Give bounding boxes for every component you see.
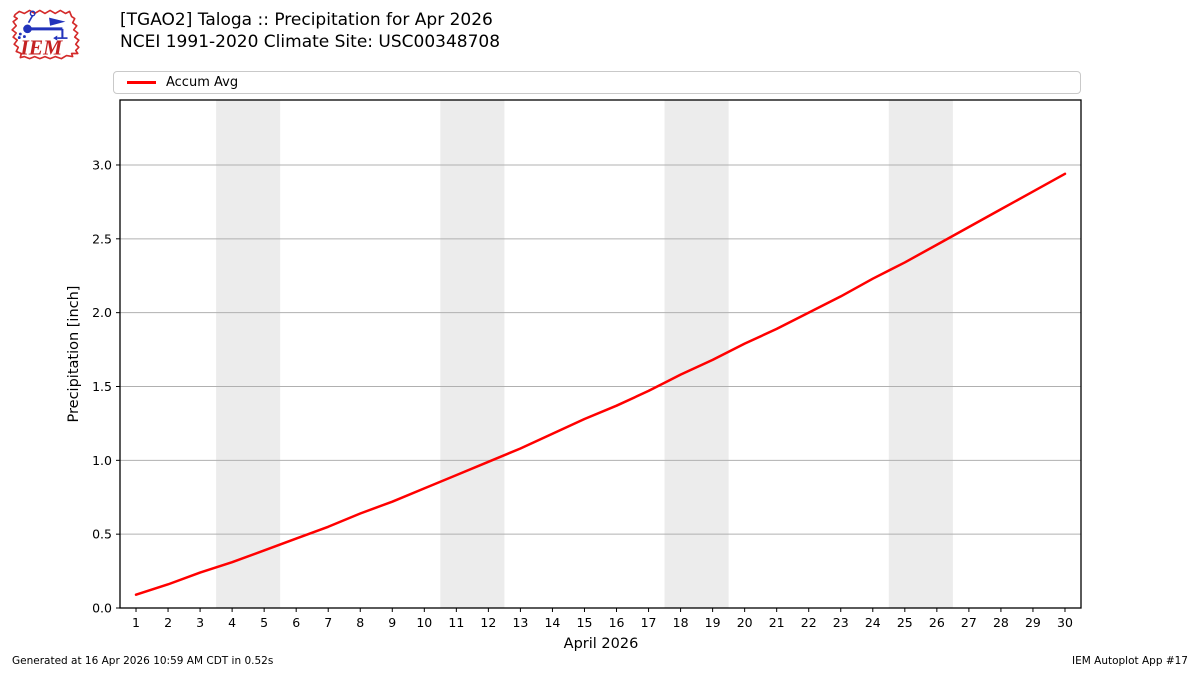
chart-subtitle: NCEI 1991-2020 Climate Site: USC00348708 (120, 32, 501, 52)
x-tick-label: 23 (833, 615, 849, 630)
x-tick-label: 2 (164, 615, 172, 630)
x-tick-label: 27 (961, 615, 977, 630)
x-tick-label: 11 (448, 615, 464, 630)
plot-border (119, 99, 1082, 609)
y-tick-label: 1.0 (92, 453, 112, 468)
weekend-band (888, 100, 953, 608)
weather-station-icon (17, 10, 68, 41)
x-tick-label: 21 (769, 615, 785, 630)
y-tick-label: 2.0 (92, 305, 112, 320)
x-axis-label: April 2026 (563, 636, 639, 652)
x-tick-label: 15 (577, 615, 593, 630)
x-tick-label: 5 (260, 615, 268, 630)
y-tick-label: 0.5 (92, 527, 112, 542)
x-tick-label: 26 (929, 615, 945, 630)
x-tick-label: 16 (609, 615, 625, 630)
x-tick-label: 28 (993, 615, 1009, 630)
x-tick-label: 30 (1057, 615, 1073, 630)
y-tick-label: 1.5 (92, 379, 112, 394)
x-tick-label: 8 (356, 615, 364, 630)
x-tick-label: 29 (1025, 615, 1041, 630)
x-tick-label: 22 (801, 615, 817, 630)
weekend-band (440, 100, 505, 608)
legend-line-swatch (127, 81, 156, 84)
x-tick-label: 14 (544, 615, 560, 630)
x-tick-label: 19 (705, 615, 721, 630)
logo-text: IEM (19, 36, 63, 60)
x-tick-label: 13 (512, 615, 528, 630)
y-tick-label: 0.0 (92, 601, 112, 616)
generated-timestamp: Generated at 16 Apr 2026 10:59 AM CDT in… (12, 655, 274, 667)
x-tick-label: 3 (196, 615, 204, 630)
x-tick-label: 10 (416, 615, 432, 630)
y-tick-label: 2.5 (92, 231, 112, 246)
accum-avg-line (134, 172, 1067, 596)
iem-logo: IEM (11, 9, 80, 60)
legend-label: Accum Avg (166, 75, 239, 90)
x-tick-label: 25 (897, 615, 913, 630)
x-tick-label: 12 (480, 615, 496, 630)
x-tick-label: 17 (641, 615, 657, 630)
legend: Accum Avg (113, 71, 1081, 94)
x-tick-label: 20 (737, 615, 753, 630)
y-axis-label: Precipitation [inch] (66, 285, 82, 423)
weekend-band (664, 100, 729, 608)
x-tick-label: 18 (673, 615, 689, 630)
x-tick-label: 1 (132, 615, 140, 630)
x-tick-label: 24 (865, 615, 881, 630)
weekend-band (216, 100, 281, 608)
x-tick-label: 9 (388, 615, 396, 630)
x-tick-label: 4 (228, 615, 236, 630)
chart-title-block: [TGAO2] Taloga :: Precipitation for Apr … (120, 9, 500, 53)
x-tick-label: 6 (292, 615, 300, 630)
autoplot-app-credit: IEM Autoplot App #17 (1072, 655, 1188, 667)
chart-title: [TGAO2] Taloga :: Precipitation for Apr … (120, 10, 493, 30)
x-tick-label: 7 (324, 615, 332, 630)
y-tick-label: 3.0 (92, 157, 112, 172)
